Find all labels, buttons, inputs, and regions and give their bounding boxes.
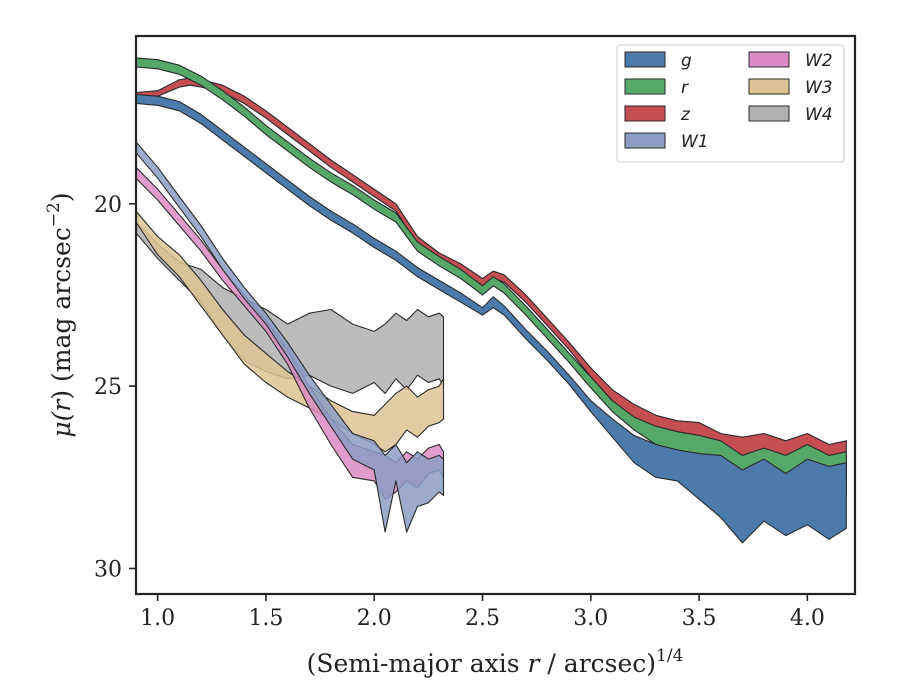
x-axis-label: (Semi-major axis r / arcsec)1/4	[307, 646, 684, 678]
legend-label-W3: W3	[805, 78, 833, 98]
legend-label-z: z	[680, 105, 691, 125]
legend-label-W1: W1	[681, 132, 709, 152]
x-tick-label: 1.5	[248, 606, 283, 631]
x-tick-label: 2.0	[357, 606, 392, 631]
legend-frame	[616, 44, 845, 163]
x-tick-label: 2.5	[465, 606, 500, 631]
legend-label-r: r	[681, 78, 689, 98]
y-tick-label: 30	[94, 557, 122, 582]
x-axis-label-units: / arcsec)	[539, 649, 656, 678]
legend-swatch-W4	[748, 105, 790, 122]
series-layer	[136, 57, 847, 544]
legend-label-g: g	[681, 51, 692, 71]
y-axis-label-units: ) (mag arcsec	[47, 227, 76, 400]
x-tick-label: 1.0	[140, 606, 175, 631]
legend: grz W1 W2 W3 W4	[616, 44, 845, 163]
y-axis-label-var: r	[47, 398, 76, 412]
legend-swatch-g	[624, 51, 666, 68]
y-axis-label-superscript: −2	[44, 202, 64, 227]
y-axis-label-main: μ(	[47, 410, 76, 437]
y-axis-label-close: )	[47, 192, 76, 202]
legend-label-W4: W4	[805, 105, 833, 125]
series-band-W1	[136, 141, 445, 533]
legend-swatch-r	[624, 78, 666, 95]
x-axis-label-var: r	[528, 649, 542, 678]
y-tick-label: 25	[94, 375, 122, 400]
x-tick-label: 3.5	[682, 606, 717, 631]
legend-swatch-W2	[748, 51, 790, 68]
legend-swatch-z	[624, 105, 666, 122]
legend-label-W2: W2	[805, 51, 833, 71]
y-tick-label: 20	[94, 193, 122, 218]
x-axis-label-superscript: 1/4	[656, 646, 683, 666]
legend-swatch-W3	[748, 78, 790, 95]
y-axis-label: μ(r) (mag arcsec−2)	[44, 192, 76, 437]
x-axis-label-main: (Semi-major axis	[307, 649, 528, 678]
series-band-g	[136, 93, 847, 544]
ticks-layer: 1.0 1.5 2.0 2.5 3.0 3.5 4.0 20 25 30	[94, 193, 825, 631]
legend-swatch-W1	[624, 132, 666, 149]
plot-frame	[134, 34, 857, 596]
x-tick-label: 4.0	[790, 606, 825, 631]
x-tick-label: 3.0	[573, 606, 608, 631]
series-band-W3	[136, 210, 445, 453]
